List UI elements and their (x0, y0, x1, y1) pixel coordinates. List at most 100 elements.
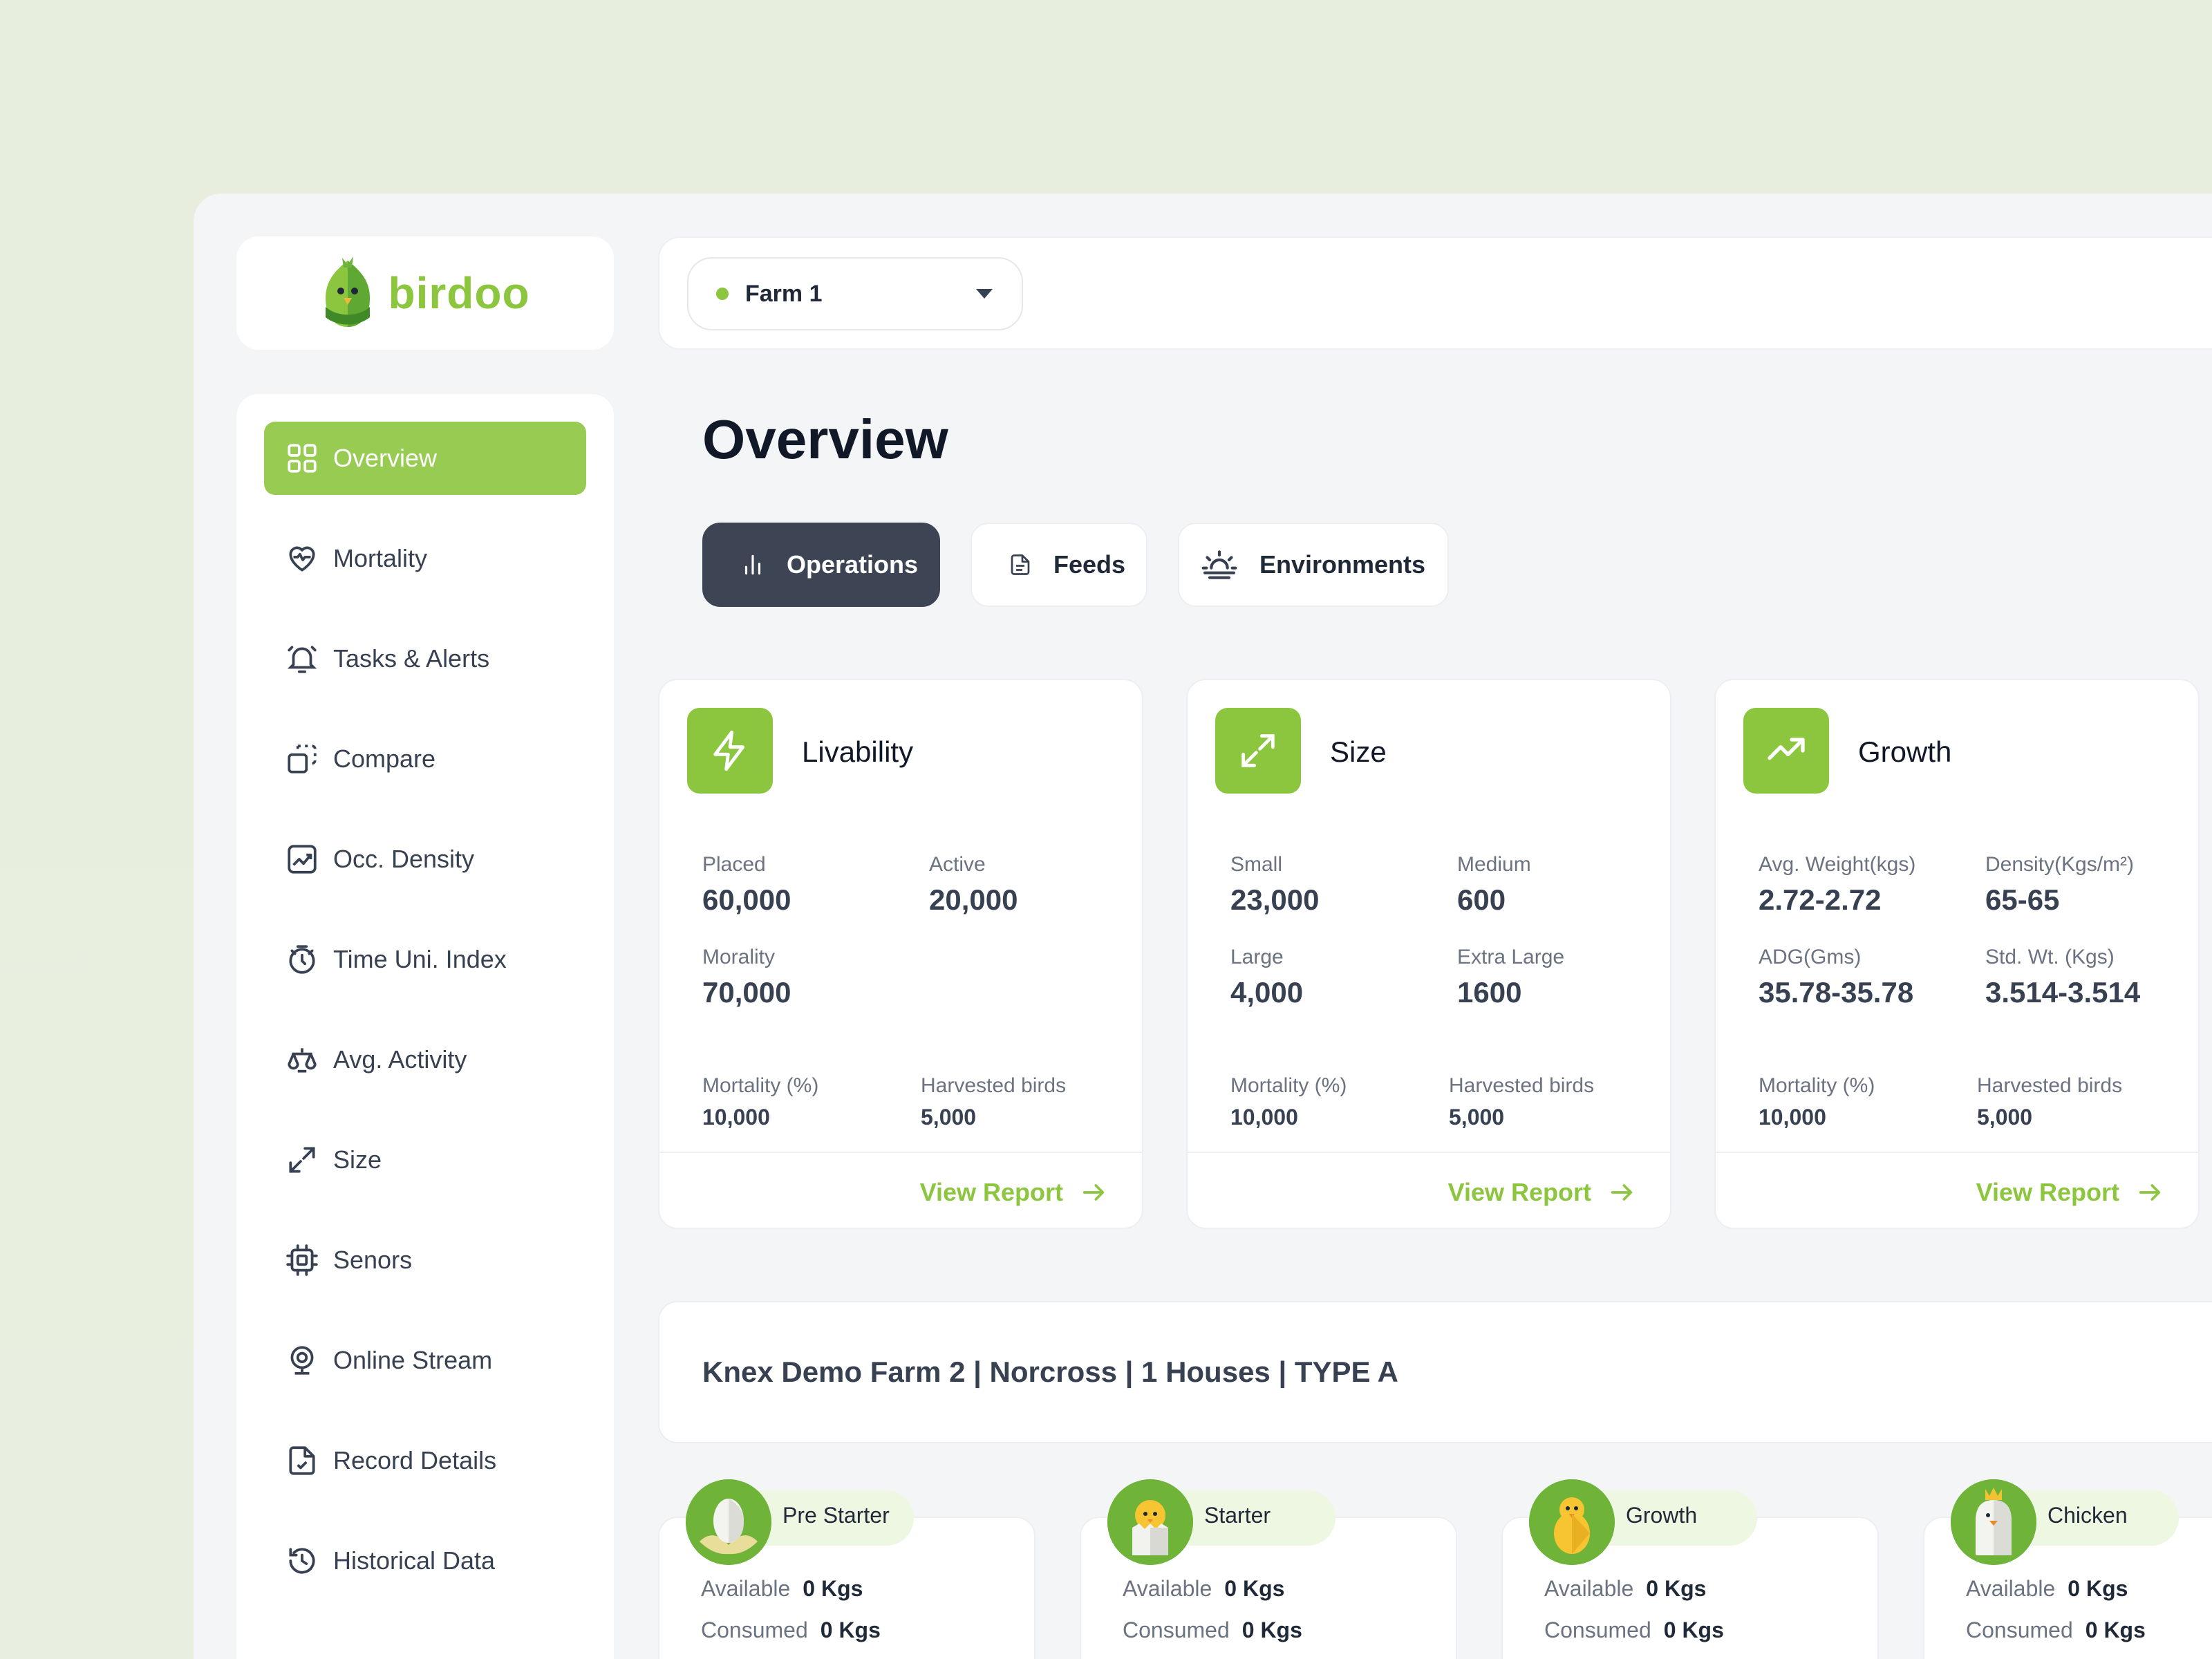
sidebar-item-occ-density[interactable]: Occ. Density (264, 823, 586, 896)
size-card: Size Small 23,000 Medium 600 Large 4,000… (1186, 679, 1671, 1229)
sidebar-item-overview[interactable]: Overview (264, 422, 586, 495)
status-dot (716, 288, 729, 300)
farm-info-text: Knex Demo Farm 2 | Norcross | 1 Houses |… (702, 1356, 1399, 1388)
stat-value: 35.78-35.78 (1759, 976, 1914, 1009)
sidebar-item-label: Senors (333, 1246, 413, 1274)
egg-icon (686, 1479, 771, 1565)
stat-label: Medium (1457, 853, 1531, 876)
stat-extra-large: Extra Large 1600 (1457, 946, 1564, 1009)
stat-label: Harvested birds (1977, 1074, 2123, 1097)
stat-std-weight: Std. Wt. (Kgs) 3.514-3.514 (1985, 946, 2140, 1009)
stage-available-label: Available (1544, 1576, 1634, 1601)
stage-consumed-row: Consumed 0 Kgs (701, 1618, 881, 1643)
sidebar-item-historical-data[interactable]: Historical Data (264, 1524, 586, 1597)
page-title: Overview (702, 409, 948, 470)
stat-label: Large (1230, 946, 1284, 968)
stat-label: Std. Wt. (Kgs) (1985, 946, 2115, 968)
stage-consumed-value: 0 Kgs (1663, 1618, 1724, 1642)
stat-label: Active (929, 853, 986, 876)
view-report-link[interactable]: View Report (1976, 1178, 2164, 1207)
card-title: Growth (1858, 735, 1952, 768)
stat-mortality-percent: Mortality (%) 10,000 (1230, 1074, 1347, 1130)
stat-harvested-birds: Harvested birds 5,000 (1449, 1074, 1594, 1130)
stage-consumed-label: Consumed (1123, 1618, 1230, 1642)
stat-value: 5,000 (1977, 1105, 2033, 1130)
stage-name: Starter (1204, 1503, 1271, 1528)
stage-consumed-row: Consumed 0 Kgs (1123, 1618, 1302, 1643)
grid-icon (288, 444, 317, 473)
tab-label: Environments (1259, 550, 1426, 579)
sidebar-item-tasks-alerts[interactable]: Tasks & Alerts (264, 622, 586, 695)
stage-name: Pre Starter (782, 1503, 890, 1528)
stage-consumed-value: 0 Kgs (1241, 1618, 1302, 1642)
tab-feeds[interactable]: Feeds (971, 523, 1147, 607)
sidebar-item-label: Occ. Density (333, 845, 475, 873)
sunrise-icon (1201, 550, 1237, 579)
stage-chicken: Available 0 Kgs Consumed 0 Kgs Chicken (1923, 1479, 2212, 1659)
stat-value: 4,000 (1230, 976, 1304, 1009)
sidebar-item-size[interactable]: Size (264, 1123, 586, 1197)
arrow-right-icon (1611, 1184, 1633, 1201)
stat-value: 70,000 (702, 976, 791, 1009)
stat-avg-weight: Avg. Weight(kgs) 2.72-2.72 (1759, 853, 1915, 917)
webcam-icon (290, 1346, 314, 1375)
stage-consumed-value: 0 Kgs (820, 1618, 881, 1642)
bell-icon (287, 646, 317, 673)
sidebar-item-label: Overview (333, 444, 438, 472)
stat-value: 23,000 (1230, 883, 1320, 916)
sidebar-item-label: Avg. Activity (333, 1045, 467, 1074)
tab-environments[interactable]: Environments (1178, 523, 1449, 607)
brand-name: birdoo (388, 268, 530, 318)
livability-card: Livability Placed 60,000 Active 20,000 M… (658, 679, 1143, 1229)
stage-available-row: Available 0 Kgs (701, 1576, 863, 1602)
sidebar-item-senors[interactable]: Senors (264, 1224, 586, 1297)
compare-icon (288, 744, 317, 774)
stage-available-label: Available (701, 1576, 791, 1601)
chip-icon (286, 1244, 318, 1276)
stat-value: 5,000 (921, 1105, 977, 1130)
card-divider (659, 1152, 1142, 1153)
arrow-right-icon (1082, 1184, 1105, 1201)
stat-value: 1600 (1457, 976, 1522, 1009)
stat-large: Large 4,000 (1230, 946, 1303, 1009)
stage-available-value: 0 Kgs (803, 1576, 863, 1601)
arrow-right-icon (2139, 1184, 2161, 1201)
sidebar-item-mortality[interactable]: Mortality (264, 522, 586, 595)
stat-density: Density(Kgs/m²) 65-65 (1985, 853, 2134, 917)
stage-available-value: 0 Kgs (1224, 1576, 1285, 1601)
farm-select[interactable]: Farm 1 (687, 257, 1023, 330)
sidebar-item-label: Mortality (333, 544, 428, 572)
trending-up-icon (1768, 738, 1805, 760)
stat-mortality-percent: Mortality (%) 10,000 (1759, 1074, 1875, 1130)
logo-card[interactable]: birdoo (236, 236, 614, 350)
sidebar-item-record-details[interactable]: Record Details (264, 1424, 586, 1497)
view-report-link[interactable]: View Report (1448, 1178, 1635, 1207)
sidebar: Overview Mortality Tasks & Alerts Compar… (236, 394, 614, 1659)
view-report-link[interactable]: View Report (920, 1178, 1107, 1207)
sidebar-item-label: Time Uni. Index (333, 945, 507, 973)
stage-starter: Available 0 Kgs Consumed 0 Kgs Starter (1080, 1479, 1457, 1659)
stage-available-value: 0 Kgs (1646, 1576, 1707, 1601)
view-report-label: View Report (1447, 1178, 1591, 1206)
sidebar-item-compare[interactable]: Compare (264, 722, 586, 796)
sidebar-item-online-stream[interactable]: Online Stream (264, 1324, 586, 1397)
stat-morality: Morality 70,000 (702, 946, 791, 1009)
stat-label: Extra Large (1457, 946, 1565, 968)
sidebar-item-label: Online Stream (333, 1346, 493, 1374)
chick-icon (1529, 1479, 1615, 1565)
stat-label: Mortality (%) (1759, 1074, 1875, 1097)
sidebar-item-time-uni-index[interactable]: Time Uni. Index (264, 923, 586, 996)
sidebar-item-avg-activity[interactable]: Avg. Activity (264, 1023, 586, 1096)
heart-pulse-icon (289, 546, 315, 572)
stage-available-row: Available 0 Kgs (1544, 1576, 1706, 1602)
stat-value: 20,000 (929, 883, 1018, 916)
stat-adg: ADG(Gms) 35.78-35.78 (1759, 946, 1913, 1009)
stat-value: 60,000 (702, 883, 791, 916)
tab-operations[interactable]: Operations (702, 523, 940, 607)
card-title: Livability (802, 735, 914, 768)
stat-placed: Placed 60,000 (702, 853, 791, 917)
app-window: birdoo Farm 1 Overview Mortality Tasks &… (194, 194, 2212, 1659)
expand-icon (1241, 734, 1275, 767)
view-report-label: View Report (919, 1178, 1063, 1206)
feed-stages: Available 0 Kgs Consumed 0 Kgs Pre Starter… (658, 1479, 2212, 1659)
